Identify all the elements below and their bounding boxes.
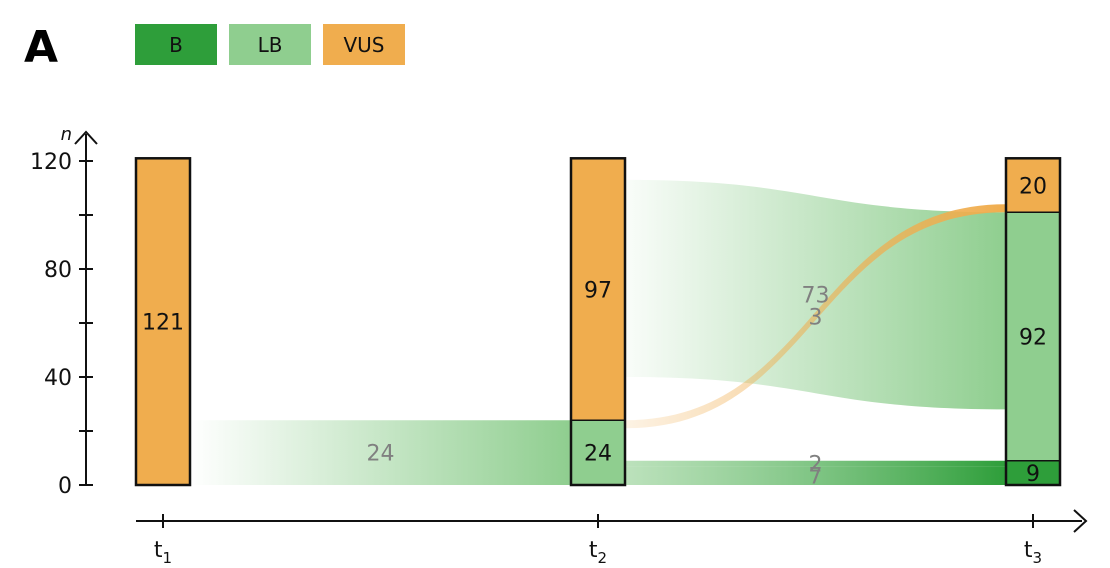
column-segment (571, 420, 625, 485)
segment-label: 9 (1026, 462, 1040, 487)
column-outline (1004, 157, 1062, 487)
flow-label: 24 (367, 442, 395, 467)
legend-item-vus: VUS (323, 24, 405, 65)
segment-label: 20 (1019, 174, 1047, 199)
segment-label: 92 (1019, 326, 1047, 351)
x-tick-label: t2 (589, 538, 607, 567)
flow-band (625, 460, 1006, 467)
column-segment (1006, 158, 1060, 213)
axes-layer: n 0 40 80 120 t1 t2 t3 (30, 124, 1088, 567)
legend-item-b: B (135, 24, 217, 65)
y-tick-label: 120 (30, 150, 72, 175)
flow-label: 73 (802, 284, 830, 309)
column-segment (1006, 460, 1060, 485)
segment-label: 121 (142, 311, 184, 336)
column-outline (134, 157, 192, 487)
flow-band (190, 420, 571, 485)
y-tick-label: 0 (58, 474, 72, 499)
flow-label: 2 (809, 452, 823, 477)
legend-item-lb: LB (229, 24, 311, 65)
y-tick-label: 80 (44, 258, 72, 283)
column-outline (569, 157, 627, 487)
column-segment (571, 158, 625, 421)
flows-layer (190, 179, 1006, 485)
panel-letter: A (24, 22, 59, 73)
column-segment (1006, 212, 1060, 461)
bars-layer (134, 157, 1062, 487)
labels-layer: 121 24 97 9 92 20 24 733 72 (142, 174, 1047, 489)
segment-label: 24 (584, 442, 612, 467)
flow-band (625, 466, 1006, 485)
flow-band (625, 204, 1006, 429)
column-segment (136, 158, 190, 486)
segment-label: 97 (584, 278, 612, 303)
y-axis-arrow (74, 130, 98, 145)
y-axis-label: n (61, 124, 72, 145)
x-tick-label: t3 (1024, 538, 1042, 567)
y-tick-label: 40 (44, 366, 72, 391)
flow-band (625, 179, 1006, 410)
x-tick-label: t1 (154, 538, 172, 567)
x-axis-arrow (1073, 509, 1088, 533)
flow-label: 3 (809, 305, 823, 330)
legend: B LB VUS (135, 24, 405, 65)
flow-label: 7 (809, 465, 823, 490)
